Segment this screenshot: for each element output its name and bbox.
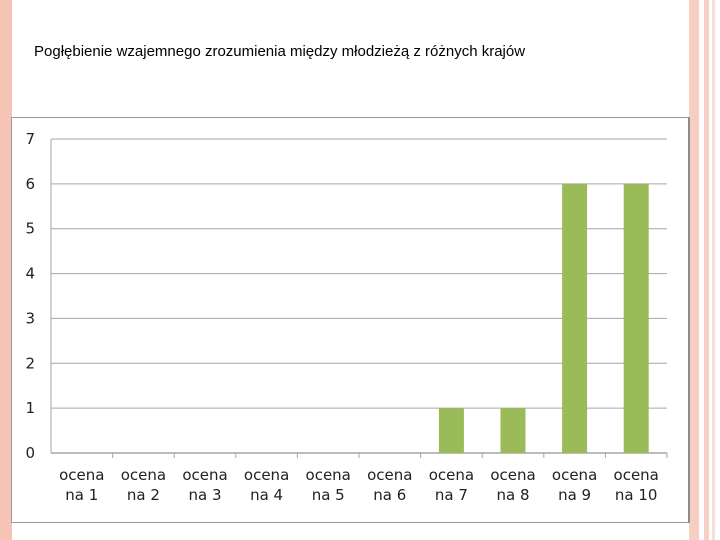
right-accent-stripe-inner: [704, 0, 709, 540]
x-category-label: ocena na 8: [490, 466, 535, 504]
x-category-label: ocena na 1: [59, 466, 104, 504]
bar-9: [562, 183, 588, 453]
x-category-label: ocena na 4: [244, 466, 289, 504]
y-tick-label: 1: [25, 399, 35, 417]
y-axis-ticks: 0 1 2 3 4 5 6 7: [25, 130, 35, 462]
left-accent-stripe: [0, 0, 12, 540]
y-tick-label: 7: [25, 130, 35, 148]
y-tick-label: 2: [25, 354, 35, 372]
x-category-label: ocena na 2: [121, 466, 166, 504]
y-tick-label: 6: [25, 175, 35, 193]
right-accent-stripe-edge: [712, 0, 715, 540]
y-tick-label: 0: [25, 444, 35, 462]
x-category-label: ocena na 5: [306, 466, 351, 504]
bar-10: [623, 183, 649, 453]
y-tick-label: 4: [25, 265, 35, 283]
bar-7: [438, 408, 464, 453]
x-category-label: ocena na 9: [552, 466, 597, 504]
x-category-label: ocena na 7: [429, 466, 474, 504]
x-category-label: ocena na 6: [367, 466, 412, 504]
x-category-label: ocena na 3: [182, 466, 227, 504]
y-tick-label: 3: [25, 309, 35, 327]
x-category-label: ocena na 10: [614, 466, 659, 504]
bar-8: [500, 408, 526, 453]
right-accent-stripe: [689, 0, 699, 540]
slide-title: Pogłębienie wzajemnego zrozumienia międz…: [34, 43, 526, 60]
bars: [438, 183, 649, 453]
x-axis-ticks: ocena na 1 ocena na 2 ocena na 3 ocena na 4 ocen…: [59, 466, 659, 504]
y-tick-label: 5: [25, 220, 35, 238]
